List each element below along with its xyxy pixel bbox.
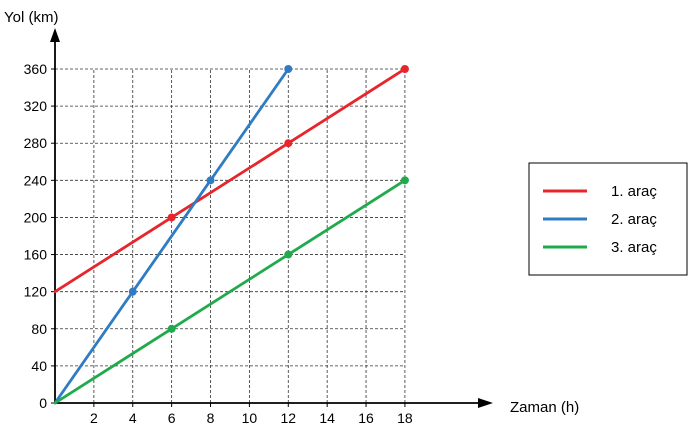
series-line-2	[53, 67, 290, 405]
y-tick-label: 40	[31, 358, 47, 374]
y-tick-label: 160	[24, 247, 48, 263]
y-tick-label: 320	[24, 98, 48, 114]
x-tick-label: 2	[90, 410, 98, 426]
series-3-point	[284, 250, 293, 259]
series-2-point	[206, 176, 215, 185]
x-axis-title: Zaman (h)	[510, 399, 579, 416]
series-1-point	[284, 139, 293, 148]
y-tick-label: 360	[24, 61, 48, 77]
legend-label-3: 3. araç	[611, 239, 657, 256]
x-tick-label: 14	[319, 410, 335, 426]
y-tick-label: 280	[24, 135, 48, 151]
axes	[50, 28, 493, 408]
series-2-point	[128, 287, 137, 296]
y-tick-label: 200	[24, 209, 48, 225]
x-tick-label: 10	[242, 410, 258, 426]
series-2-point	[284, 64, 293, 73]
series-lines	[53, 64, 409, 405]
series-line-3	[53, 178, 407, 405]
series-1-point	[167, 213, 176, 222]
y-tick-label: 120	[24, 284, 48, 300]
x-tick-label: 12	[280, 410, 296, 426]
grid	[55, 68, 406, 403]
series-3-point	[167, 324, 176, 333]
y-tick-label: 80	[31, 321, 47, 337]
x-tick-label: 6	[168, 410, 176, 426]
series-3-point	[400, 176, 409, 185]
legend: 1. araç 2. araç 3. araç	[528, 162, 688, 276]
series-1-point	[400, 64, 409, 73]
series-line-1	[53, 67, 407, 294]
x-tick-label: 16	[358, 410, 374, 426]
x-tick-label: 18	[397, 410, 413, 426]
legend-label-2: 2. araç	[611, 211, 657, 228]
y-axis-title: Yol (km)	[4, 9, 58, 26]
legend-label-1: 1. araç	[611, 183, 657, 200]
y-tick-label: 240	[24, 172, 48, 188]
tick-labels: 0 40 80 120 160 200 240 280 320 360 2 4 6 8 10 12 14 16 18	[24, 61, 413, 426]
y-axis-arrow	[50, 28, 60, 42]
y-tick-label: 0	[39, 395, 47, 411]
x-tick-label: 4	[129, 410, 137, 426]
x-tick-label: 8	[207, 410, 215, 426]
x-axis-arrow	[478, 398, 493, 408]
